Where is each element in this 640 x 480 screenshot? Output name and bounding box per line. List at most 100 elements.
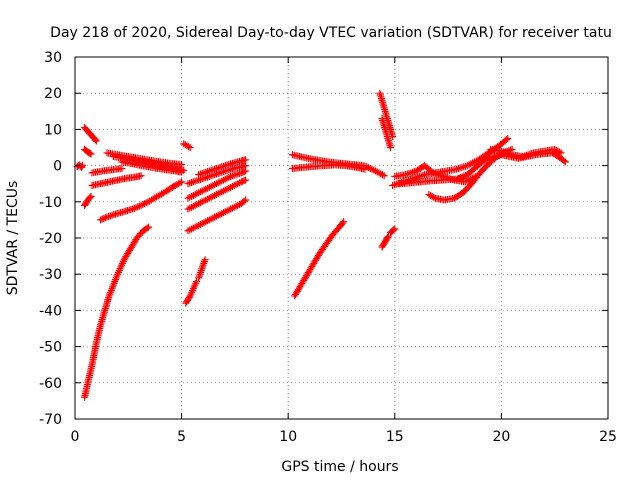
tick-labels: 0 5 10 15 20 25 -70 -60 -50 -40 -30 -20 -10 0 10 20 30: [39, 50, 617, 445]
data-point: [118, 164, 126, 172]
data-point: [384, 234, 392, 242]
y-tick-label: -40: [39, 303, 62, 319]
data-point: [137, 172, 145, 180]
series-arc-23: [376, 89, 397, 141]
data-point: [387, 144, 395, 151]
data-point: [384, 232, 392, 240]
series-arc-3: [81, 145, 95, 158]
data-point: [129, 205, 137, 213]
series-arc-32: [487, 145, 565, 161]
y-tick-label: -70: [39, 412, 62, 428]
series-arc-9: [88, 164, 126, 177]
data-point: [240, 177, 248, 185]
data-point: [502, 136, 510, 144]
x-tick-label: 5: [177, 429, 186, 445]
y-tick-label: 30: [44, 50, 62, 66]
data-point: [561, 158, 569, 166]
series-arc-2: [73, 161, 86, 171]
x-tick-label: 20: [492, 429, 510, 445]
data-point: [485, 154, 493, 162]
data-point: [340, 218, 348, 226]
series-arc-4: [81, 124, 100, 145]
data-point: [97, 216, 105, 224]
series-arc-13: [182, 277, 201, 307]
data-point: [87, 192, 95, 200]
data-point: [458, 173, 466, 181]
grid-lines: [75, 57, 608, 419]
axis-ticks: [74, 56, 609, 420]
x-tick-label: 15: [386, 429, 404, 445]
data-point: [134, 203, 142, 211]
data-point: [390, 226, 398, 234]
series-arc-1: [81, 223, 153, 401]
data-point: [484, 155, 492, 163]
data-point: [380, 172, 388, 180]
y-tick-label: -60: [39, 376, 62, 392]
data-point: [560, 157, 568, 165]
data-point: [100, 214, 108, 222]
x-tick-label: 0: [71, 429, 80, 445]
chart-title: Day 218 of 2020, Sidereal Day-to-day VTE…: [50, 25, 612, 41]
series-arc-26: [387, 225, 399, 237]
series-arc-24: [378, 115, 395, 151]
series-arc-11: [97, 178, 186, 224]
data-point: [86, 149, 94, 157]
data-point: [361, 165, 369, 173]
data-point: [339, 219, 347, 227]
data-point: [132, 204, 140, 212]
series-arc-17: [184, 167, 250, 202]
y-tick-label: -30: [39, 267, 62, 283]
data-point: [482, 155, 490, 163]
series-arc-16: [184, 176, 250, 213]
data-point: [504, 134, 512, 142]
data-point: [185, 143, 193, 151]
series-arc-19: [195, 156, 250, 179]
data-point: [185, 293, 193, 301]
data-point: [557, 149, 565, 157]
series-arc-22: [288, 161, 369, 173]
data-point: [98, 215, 106, 223]
series-arc-15: [184, 196, 250, 235]
series-arc-20: [291, 218, 348, 300]
series-arc-10: [88, 172, 145, 190]
data-point: [487, 153, 495, 161]
y-tick-label: -10: [39, 195, 62, 211]
data-point: [130, 204, 138, 212]
series-arc-12: [180, 140, 194, 151]
data-point: [242, 156, 250, 164]
data-points: [73, 89, 569, 401]
data-point: [430, 193, 438, 201]
y-tick-label: -20: [39, 231, 62, 247]
series-arc-5: [81, 192, 95, 209]
data-point: [86, 194, 94, 202]
data-point: [176, 179, 184, 187]
data-point: [193, 277, 201, 285]
data-point: [91, 136, 99, 144]
data-point: [178, 178, 186, 186]
x-tick-label: 10: [279, 429, 297, 445]
y-tick-label: 20: [44, 86, 62, 102]
series-arc-30: [425, 145, 516, 204]
y-tick-label: -50: [39, 340, 62, 356]
series-arc-14: [195, 256, 209, 282]
data-point: [101, 214, 109, 222]
data-point: [242, 176, 250, 184]
series-arc-25: [378, 232, 392, 251]
data-point: [456, 174, 464, 182]
data-point: [145, 223, 153, 231]
series-arc-8: [118, 158, 186, 176]
data-point: [178, 168, 186, 176]
data-point: [242, 196, 250, 204]
x-axis-title: GPS time / hours: [281, 459, 398, 475]
data-point: [143, 224, 151, 232]
series-arc-29: [395, 174, 467, 188]
y-tick-label: 10: [44, 122, 62, 138]
data-point: [135, 202, 143, 210]
data-point: [186, 144, 194, 151]
data-point: [201, 256, 209, 264]
data-point: [391, 225, 399, 233]
data-point: [240, 197, 248, 205]
data-point: [455, 174, 463, 182]
